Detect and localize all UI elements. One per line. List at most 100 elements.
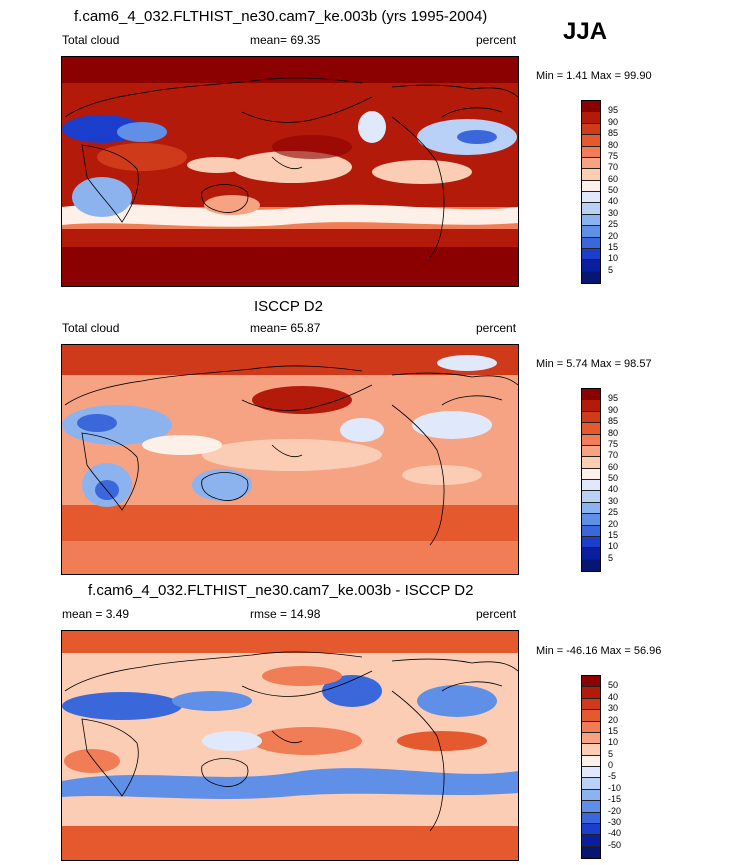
colorbar-level-label: 5 [608, 264, 614, 275]
colorbar-level-label: 25 [608, 507, 619, 518]
colorbar-level-label: -40 [608, 828, 622, 839]
colorbar-level-label: 95 [608, 105, 619, 116]
colorbar-box [582, 112, 600, 124]
panel-3-units: percent [476, 607, 517, 621]
colorbar-box [582, 548, 600, 560]
colorbar-level-label: 85 [608, 128, 619, 139]
colorbar-level-label: 10 [608, 737, 619, 748]
panel-2-title: ISCCP D2 [254, 298, 323, 315]
panel-3-rmse: rmse = 14.98 [250, 607, 321, 621]
colorbar-level-label: 40 [608, 691, 619, 702]
colorbar-level-label: -20 [608, 805, 622, 816]
colorbar-level-label: -10 [608, 782, 622, 793]
colorbar-level-label: 40 [608, 484, 619, 495]
panel-1-units: percent [476, 33, 517, 47]
panel-1-field [62, 57, 518, 286]
colorbar-box [582, 101, 600, 113]
colorbar-level-label: 70 [608, 162, 619, 173]
colorbar-box [582, 514, 600, 526]
colorbar-level-label: -5 [608, 771, 617, 782]
panel-1-minmax: Min = 1.41 Max = 99.90 [536, 70, 652, 82]
colorbar-box [582, 721, 600, 733]
colorbar-box [582, 698, 600, 711]
panel-3-colorbar [581, 675, 601, 859]
panel-2-colorbar [581, 388, 601, 572]
colorbar-box [582, 203, 600, 215]
colorbar-level-label: 10 [608, 541, 619, 552]
colorbar-box [582, 710, 600, 722]
colorbar-level-label: 90 [608, 116, 619, 127]
colorbar-level-label: 10 [608, 253, 619, 264]
colorbar-box [582, 778, 600, 790]
panel-2-variable-label: Total cloud [62, 321, 120, 335]
colorbar-level-label: 50 [608, 473, 619, 483]
colorbar-box [582, 835, 600, 847]
colorbar-box [582, 237, 600, 249]
panel-3-title: f.cam6_4_032.FLTHIST_ne30.cam7_ke.003b -… [88, 582, 474, 599]
colorbar-box [582, 801, 600, 813]
panel-3-field [62, 631, 518, 860]
colorbar-box [582, 732, 600, 745]
panel-3-mean: mean = 3.49 [62, 607, 130, 621]
colorbar-box [582, 157, 600, 170]
colorbar-level-label: 30 [608, 703, 619, 714]
colorbar-level-label: 80 [608, 139, 619, 150]
colorbar-level-label: 25 [608, 219, 619, 230]
colorbar-box [582, 226, 600, 238]
colorbar-level-label: 20 [608, 518, 619, 529]
colorbar-level-label: 15 [608, 725, 619, 736]
colorbar-box [582, 169, 600, 181]
colorbar-box [582, 214, 600, 227]
panel-1-mean: mean= 69.35 [250, 33, 321, 47]
panel-1-colorbar [581, 100, 601, 284]
colorbar-level-label: 20 [608, 714, 619, 725]
colorbar-level-label: 15 [608, 529, 619, 540]
colorbar-box [582, 423, 600, 435]
colorbar-box [582, 123, 600, 136]
colorbar-box [582, 180, 600, 192]
panel-2-field [62, 345, 518, 574]
colorbar-box [582, 559, 600, 571]
colorbar-level-label: 5 [608, 748, 614, 759]
panel-2-mean: mean= 65.87 [250, 321, 321, 335]
colorbar-box [582, 400, 600, 412]
colorbar-level-label: 40 [608, 196, 619, 207]
colorbar-level-label: 75 [608, 438, 619, 449]
colorbar-box [582, 676, 600, 688]
colorbar-level-label: 5 [608, 552, 614, 563]
colorbar-box [582, 192, 600, 204]
colorbar-level-label: 30 [608, 495, 619, 506]
panel-3-minmax: Min = -46.16 Max = 56.96 [536, 645, 662, 657]
colorbar-box [582, 744, 600, 756]
colorbar-box [582, 491, 600, 503]
colorbar-level-label: -15 [608, 794, 622, 805]
colorbar-box [582, 525, 600, 537]
panel-3-map [61, 630, 519, 861]
colorbar-level-label: 95 [608, 393, 619, 404]
colorbar-box [582, 457, 600, 469]
colorbar-level-label: -50 [608, 839, 622, 850]
colorbar-box [582, 135, 600, 147]
colorbar-box [582, 767, 600, 779]
season-label: JJA [563, 18, 608, 45]
colorbar-level-label: 85 [608, 416, 619, 427]
colorbar-box [582, 260, 600, 272]
colorbar-box [582, 846, 600, 858]
colorbar-level-label: 60 [608, 461, 619, 472]
colorbar-box [582, 271, 600, 283]
colorbar-level-label: 30 [608, 207, 619, 218]
colorbar-box [582, 434, 600, 446]
colorbar-level-label: 20 [608, 230, 619, 241]
colorbar-box [582, 755, 600, 767]
panel-1-map [61, 56, 519, 287]
panel-2-map [61, 344, 519, 575]
colorbar-box [582, 536, 600, 549]
colorbar-box [582, 248, 600, 261]
colorbar-level-label: 70 [608, 450, 619, 461]
colorbar-box [582, 480, 600, 492]
colorbar-box [582, 445, 600, 458]
colorbar-box [582, 789, 600, 802]
colorbar-box [582, 468, 600, 480]
colorbar-level-label: 90 [608, 404, 619, 415]
panel-1-title: f.cam6_4_032.FLTHIST_ne30.cam7_ke.003b (… [74, 8, 488, 25]
